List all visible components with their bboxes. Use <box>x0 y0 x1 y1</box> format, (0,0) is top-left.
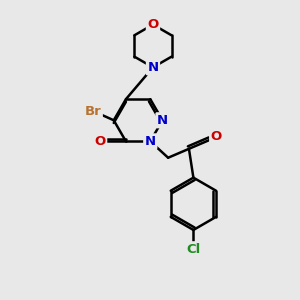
Text: O: O <box>211 130 222 143</box>
Text: N: N <box>147 61 158 74</box>
Text: Cl: Cl <box>186 243 200 256</box>
Text: O: O <box>147 18 159 31</box>
Text: N: N <box>157 114 168 127</box>
Text: Br: Br <box>85 105 101 118</box>
Text: N: N <box>145 135 156 148</box>
Text: O: O <box>94 135 106 148</box>
